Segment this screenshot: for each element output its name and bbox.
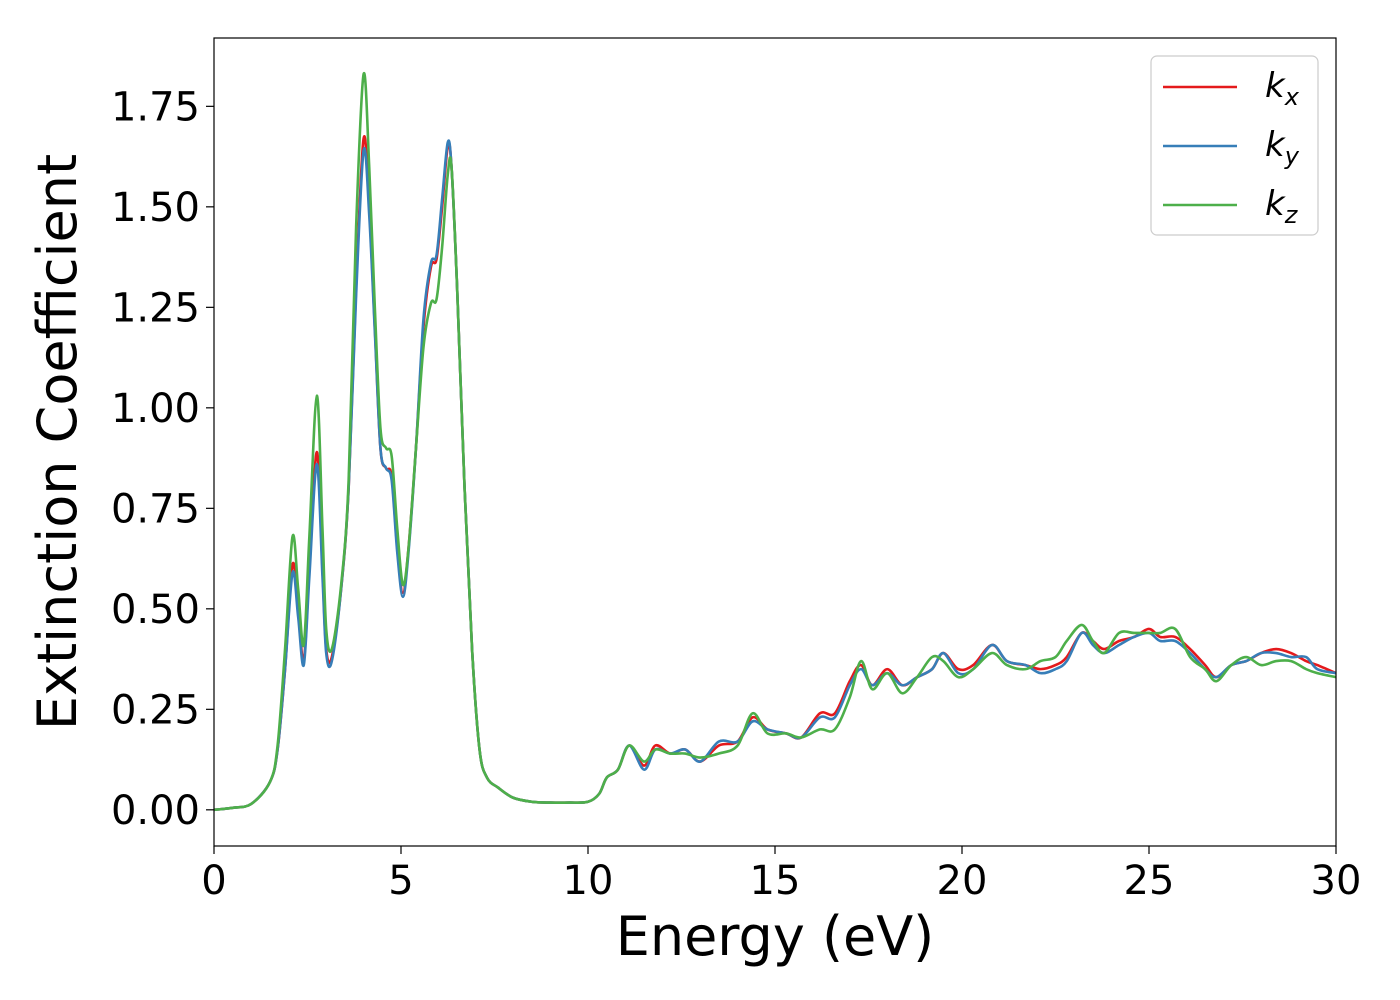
- x-tick-label: 25: [1124, 858, 1175, 904]
- legend-label-x: kx: [1265, 66, 1300, 111]
- y-tick-label: 1.75: [111, 84, 200, 130]
- y-axis-title: Extinction Coefficient: [26, 154, 89, 730]
- x-axis-ticks: 0 5 10 15 20 25 30: [201, 846, 1361, 904]
- y-axis-ticks: 0.00 0.25 0.50 0.75 1.00 1.25 1.50 1.75: [111, 84, 214, 834]
- y-tick-label: 1.25: [111, 285, 200, 331]
- x-tick-label: 10: [563, 858, 614, 904]
- y-tick-label: 0.25: [111, 687, 200, 733]
- y-tick-label: 1.00: [111, 386, 200, 432]
- series-line-z: [214, 71, 1336, 812]
- x-tick-label: 0: [201, 858, 226, 904]
- x-axis-title: Energy (eV): [616, 905, 935, 968]
- x-tick-label: 20: [937, 858, 988, 904]
- y-tick-label: 1.50: [111, 185, 200, 231]
- series-layer: [214, 71, 1336, 812]
- y-tick-label: 0.00: [111, 788, 200, 834]
- y-tick-label: 0.75: [111, 486, 200, 532]
- legend: kx ky kz: [1150, 55, 1319, 236]
- legend-label-y: ky: [1265, 125, 1300, 170]
- x-tick-label: 30: [1311, 858, 1362, 904]
- y-tick-label: 0.50: [111, 587, 200, 633]
- x-tick-label: 5: [388, 858, 413, 904]
- x-tick-label: 15: [750, 858, 801, 904]
- legend-label-z: kz: [1265, 184, 1299, 229]
